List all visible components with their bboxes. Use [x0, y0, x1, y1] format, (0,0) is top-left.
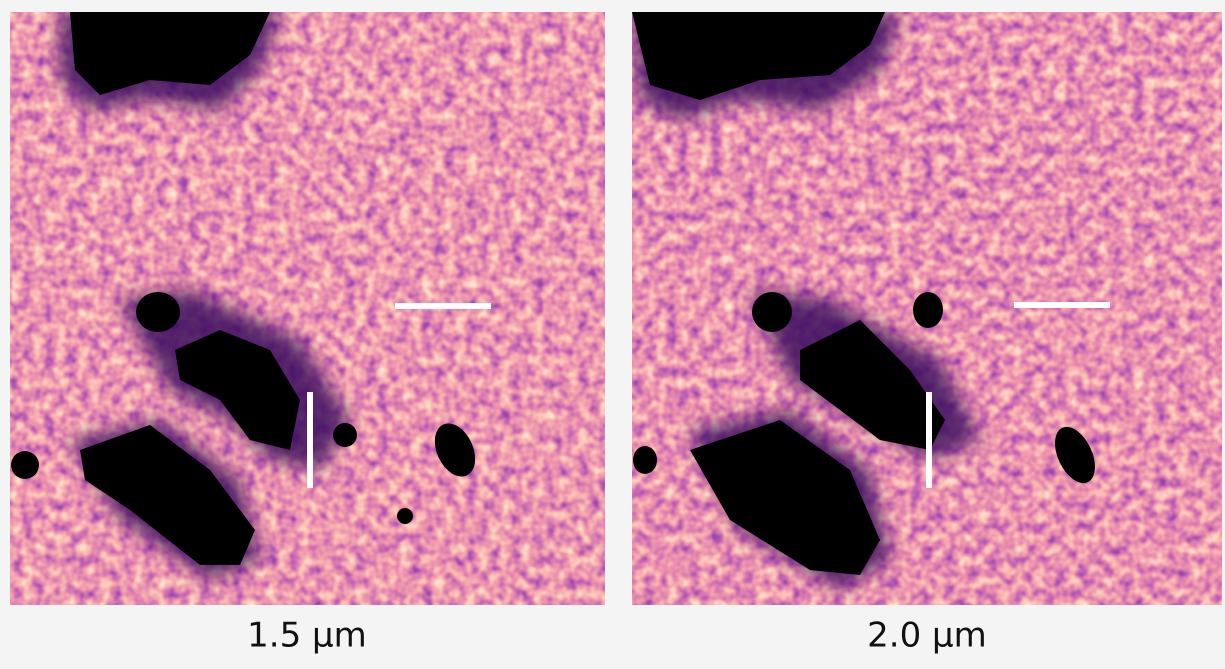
scale-bar	[926, 392, 932, 488]
scale-bar	[395, 303, 491, 309]
scale-bar	[1014, 302, 1110, 308]
scale-bar	[307, 392, 313, 488]
panel-1	[10, 12, 605, 605]
panel-2	[632, 12, 1222, 605]
panel-label: 2.0 μm	[867, 616, 987, 656]
figure: 1.5 μm 2.0 μm	[0, 0, 1225, 669]
panel-label: 1.5 μm	[247, 616, 367, 656]
